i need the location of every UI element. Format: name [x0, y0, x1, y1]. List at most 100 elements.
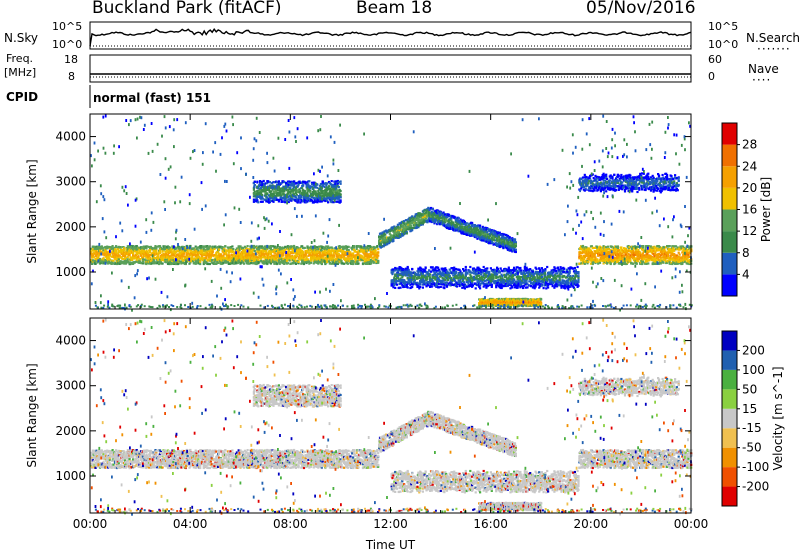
power-cell [384, 233, 387, 236]
power-cell [293, 244, 296, 248]
power-cell [179, 252, 182, 256]
power-cell [395, 283, 399, 286]
power-cell [124, 256, 128, 260]
power-cell [399, 286, 402, 289]
power-cell [208, 254, 211, 257]
power-cell [180, 261, 183, 264]
power-cell [91, 248, 94, 251]
power-cell [180, 262, 183, 265]
power-cell [462, 281, 466, 284]
power-cell [377, 248, 380, 251]
power-cell [149, 251, 152, 254]
power-cell [479, 224, 482, 227]
power-cell [419, 285, 422, 288]
power-cell [145, 256, 148, 259]
power-cell [168, 246, 171, 249]
power-cell [207, 246, 210, 249]
power-cell [421, 286, 424, 289]
power-cell [90, 260, 93, 263]
power-cell [148, 262, 151, 265]
power-cell [98, 252, 102, 255]
power-cell [139, 260, 142, 263]
power-cell [126, 258, 129, 261]
power-cell [169, 251, 172, 254]
power-cell [90, 256, 94, 259]
power-cell [224, 245, 227, 248]
power-cell [106, 251, 109, 254]
power-cell [152, 262, 155, 265]
power-cell [495, 286, 498, 289]
power-cell [123, 247, 126, 250]
power-cell [466, 272, 469, 275]
power-cell [146, 261, 149, 264]
power-cell [307, 258, 310, 261]
power-cell [171, 251, 174, 254]
power-cell [91, 259, 94, 262]
power-cell [210, 259, 213, 262]
power-cell [164, 258, 167, 261]
power-cell [428, 211, 431, 214]
power-cell [166, 248, 169, 252]
power-cell [232, 248, 235, 251]
power-cell [134, 250, 137, 253]
power-cell [183, 255, 186, 258]
power-cell [120, 256, 123, 259]
power-cell [157, 255, 160, 258]
power-cell [151, 261, 154, 264]
power-cell [134, 260, 137, 263]
power-cell [167, 248, 170, 251]
power-cell [197, 254, 200, 257]
power-cell [167, 249, 170, 252]
power-cell [208, 258, 212, 261]
power-cell [158, 249, 162, 252]
power-cell [94, 262, 97, 265]
power-cell [213, 253, 216, 257]
power-cell [115, 253, 118, 256]
power-cell [132, 246, 136, 249]
power-cell [310, 261, 313, 264]
power-cell [119, 248, 122, 251]
power-cell [188, 259, 191, 262]
power-cell [231, 245, 234, 248]
power-cell [90, 261, 94, 264]
power-cell [98, 249, 102, 252]
power-cell [165, 261, 168, 264]
power-cell [111, 253, 114, 256]
power-cell [104, 258, 107, 262]
power-cell [115, 245, 118, 248]
power-heatmap-cells [90, 114, 693, 312]
noise-sky-trace [89, 27, 692, 47]
power-cell [138, 248, 141, 251]
power-cell [104, 248, 107, 251]
power-cell [217, 248, 221, 251]
power-cell [138, 246, 141, 249]
power-cell [150, 247, 153, 250]
power-cell [177, 249, 180, 252]
power-cell [146, 245, 149, 248]
power-cell [172, 258, 175, 261]
power-cell [97, 256, 100, 259]
power-cell [101, 258, 104, 261]
power-cell [158, 251, 162, 254]
power-cell [213, 262, 216, 265]
power-cell [141, 250, 145, 253]
power-cell [347, 248, 350, 251]
power-cell [132, 251, 135, 254]
power-cell [155, 249, 158, 252]
power-cell [116, 248, 119, 251]
power-cell [158, 245, 162, 248]
power-cell [199, 260, 202, 263]
power-cell [142, 245, 145, 248]
power-cell [200, 249, 203, 252]
power-cell [175, 250, 179, 253]
power-cell [189, 261, 192, 264]
power-cell [410, 225, 413, 228]
power-cell [179, 246, 182, 249]
power-cell [147, 252, 150, 255]
power-cell [431, 266, 434, 269]
power-cell [210, 253, 213, 256]
power-cell [94, 257, 97, 261]
power-cell [107, 260, 111, 263]
power-cell [253, 250, 256, 253]
power-cell [132, 257, 136, 260]
